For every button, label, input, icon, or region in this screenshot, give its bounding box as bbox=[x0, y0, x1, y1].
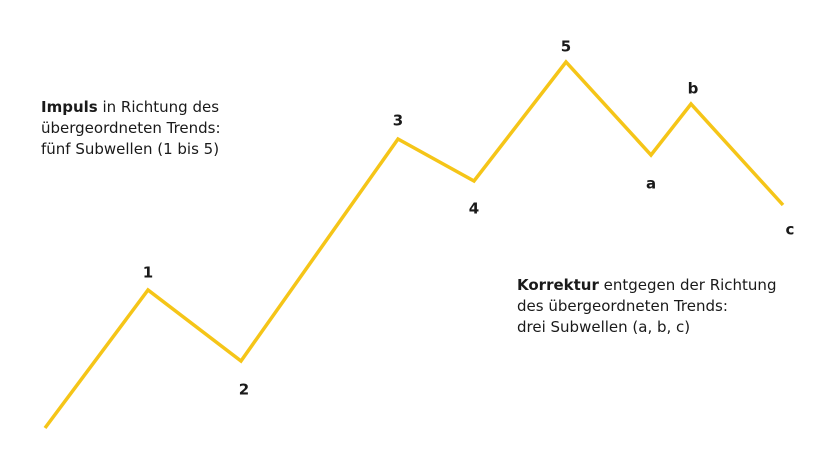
impulse-line-2: übergeordneten Trends: bbox=[41, 119, 221, 137]
wave-label-1: 1 bbox=[143, 264, 153, 282]
impulse-line-3: fünf Subwellen (1 bis 5) bbox=[41, 140, 220, 158]
wave-label-4: 4 bbox=[469, 200, 479, 218]
impulse-keyword: Impuls bbox=[41, 98, 98, 116]
correction-line-1: Korrektur entgegen der Richtung bbox=[517, 275, 776, 296]
impulse-description: Impuls in Richtung des übergeordneten Tr… bbox=[41, 97, 221, 160]
wave-label-b: b bbox=[688, 80, 699, 98]
correction-line-3: drei Subwellen (a, b, c) bbox=[517, 318, 691, 336]
wave-label-3: 3 bbox=[393, 112, 403, 130]
correction-line-2: des übergeordneten Trends: bbox=[517, 297, 728, 315]
wave-label-c: c bbox=[786, 221, 795, 239]
wave-line bbox=[43, 59, 785, 430]
correction-line-1-rest: entgegen der Richtung bbox=[598, 276, 777, 294]
impulse-line-1-rest: in Richtung des bbox=[97, 98, 220, 116]
wave-label-2: 2 bbox=[239, 381, 249, 399]
wave-label-5: 5 bbox=[561, 38, 571, 56]
correction-keyword: Korrektur bbox=[517, 276, 599, 294]
wave-labels: 1 2 3 4 5 a b c bbox=[143, 38, 795, 399]
wave-label-a: a bbox=[646, 175, 656, 193]
correction-description: Korrektur entgegen der Richtung des über… bbox=[517, 275, 776, 338]
impulse-line-1: Impuls in Richtung des bbox=[41, 97, 221, 118]
